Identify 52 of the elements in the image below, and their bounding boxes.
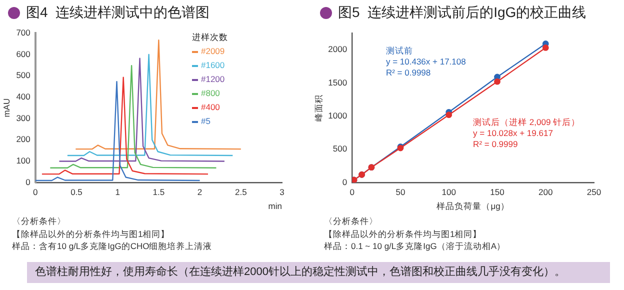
chart-title: 图5 连续进样测试前后的IgG的校正曲线: [338, 4, 586, 22]
x-tick-label: 250: [586, 187, 602, 198]
x-tick-label: 1: [115, 187, 120, 198]
x-tick-label: 2: [197, 187, 202, 198]
text: 测试前: [386, 45, 413, 56]
y-tick-label: 0: [26, 176, 31, 187]
annotation: y = 10.028x + 19.617: [473, 128, 554, 138]
y-tick-label: 400: [16, 92, 31, 102]
y-axis-title: 峰面积: [313, 94, 324, 122]
annotation: R² = 0.9999: [473, 139, 518, 150]
text: 〈分析条件〉: [324, 216, 378, 226]
y-tick-label: 300: [16, 112, 31, 123]
x-axis-title: min: [268, 201, 282, 212]
legend-label: #800: [200, 87, 221, 100]
x-tick-label: 1.5: [152, 187, 165, 198]
legend-label: #1600: [200, 59, 226, 72]
text: 〈分析条件〉: [12, 216, 66, 226]
legend-label: #1200: [200, 73, 226, 86]
x-tick-label: 0: [350, 187, 355, 198]
text: 样品：0.1 ~ 10 g/L多克隆IgG（溶于流动相A）: [324, 241, 506, 251]
y-tick-label: 1000: [328, 110, 348, 120]
x-tick-label: 100: [442, 187, 456, 198]
y-tick-label: 1500: [328, 77, 348, 88]
legend-label: #400: [200, 101, 221, 114]
y-tick-label: 0: [342, 176, 348, 187]
x-tick-label: 2.5: [234, 187, 248, 198]
text: 【除样品以外的分析条件均与图1相同】: [12, 228, 170, 238]
y-tick-label: 600: [16, 48, 31, 59]
text: 样品：含有10 g/L多克隆IgG的CHO细胞培养上清液: [12, 241, 212, 251]
x-tick-label: 3: [280, 187, 285, 198]
legend-label: #5: [200, 115, 212, 128]
legend-title: 进样次数: [192, 31, 228, 44]
y-axis-title: mAU: [1, 98, 12, 118]
text: 【除样品以外的分析条件均与图1相同】: [324, 228, 482, 238]
x-tick-label: 200: [538, 187, 553, 198]
y-tick-label: 100: [16, 156, 31, 166]
legend-label: #2009: [200, 45, 226, 58]
annotation: R² = 0.9998: [386, 67, 431, 78]
text: 色谱柱耐用性好，使用寿命长（在连续进样2000针以上的稳定性测试中，色谱图和校正曲线几乎没有变化）。: [27, 262, 610, 283]
chart-title: 图4 连续进样测试中的色谱图: [26, 4, 210, 22]
y-tick-label: 500: [332, 144, 348, 154]
series-label: 测试后（进样 2,009 针后）: [473, 117, 580, 128]
y-tick-label: 700: [16, 27, 31, 38]
y-tick-label: 2000: [328, 44, 348, 54]
y-tick-label: 500: [16, 70, 31, 80]
x-tick-label: 0.5: [70, 187, 83, 198]
annotation: y = 10.436x + 17.108: [386, 56, 466, 66]
y-tick-label: 200: [16, 134, 31, 144]
x-tick-label: 50: [396, 187, 406, 198]
x-axis-title: 样品负荷量（μg）: [436, 201, 510, 212]
x-tick-label: 0: [33, 187, 38, 198]
x-tick-label: 150: [490, 187, 505, 198]
